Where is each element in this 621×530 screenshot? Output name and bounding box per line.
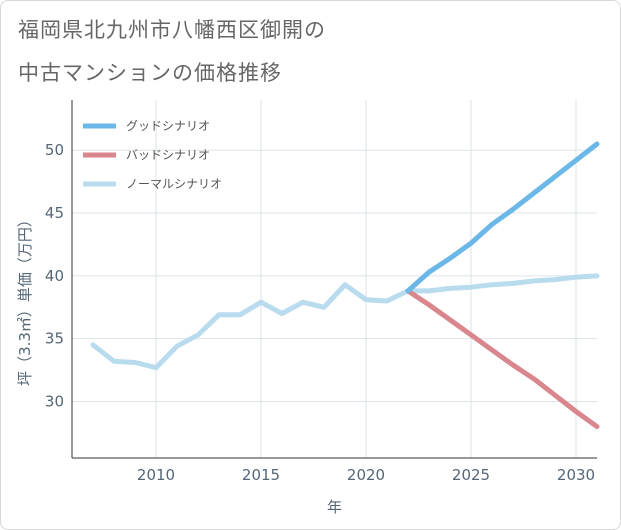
x-tick-label: 2030 bbox=[557, 466, 595, 484]
x-tick-label: 2010 bbox=[137, 466, 175, 484]
x-tick-label: 2025 bbox=[452, 466, 490, 484]
axes: 2010 2015 2020 2025 2030 30 35 40 45 50 bbox=[45, 100, 597, 484]
plot-area bbox=[72, 100, 597, 458]
x-axis-title: 年 bbox=[327, 498, 342, 516]
series-line-1 bbox=[405, 288, 600, 430]
series-lines bbox=[90, 141, 600, 430]
legend-label-2: ノーマルシナリオ bbox=[126, 177, 222, 191]
y-tick-label: 40 bbox=[45, 267, 64, 285]
legend-label-0: グッドシナリオ bbox=[126, 119, 210, 133]
y-axis-title: 坪（3.3㎡）単価（万円） bbox=[16, 212, 34, 386]
series-line-0 bbox=[405, 141, 600, 294]
chart-title-line-2: 中古マンションの価格推移 bbox=[18, 61, 282, 85]
y-tick-label: 35 bbox=[45, 330, 64, 348]
series-line-2 bbox=[90, 273, 600, 371]
y-tick-label: 45 bbox=[45, 204, 64, 222]
grid bbox=[72, 100, 597, 458]
x-tick-label: 2020 bbox=[347, 466, 385, 484]
chart-title-line-1: 福岡県北九州市八幡西区御開の bbox=[18, 18, 326, 42]
x-tick-label: 2015 bbox=[242, 466, 280, 484]
y-tick-label: 50 bbox=[45, 141, 64, 159]
legend-label-1: バッドシナリオ bbox=[126, 148, 210, 162]
y-tick-label: 30 bbox=[45, 392, 64, 410]
